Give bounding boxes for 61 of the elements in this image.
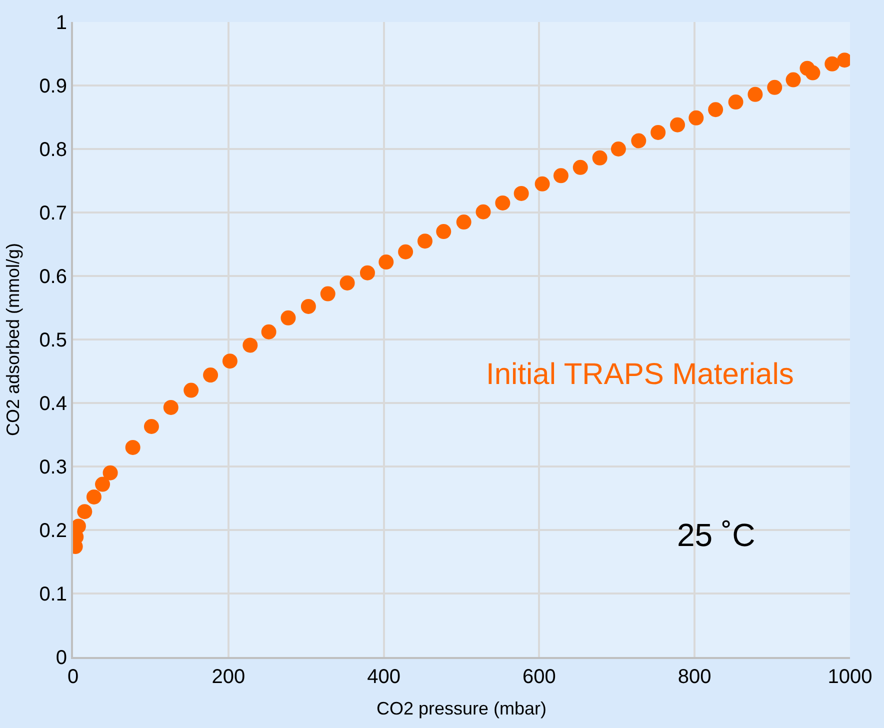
point [95, 476, 110, 492]
x-tick-label: 600 [522, 666, 556, 688]
point [495, 195, 510, 210]
point [360, 265, 375, 280]
y-tick-label: 0.1 [39, 584, 67, 606]
point [514, 186, 529, 201]
point [77, 504, 92, 520]
point [86, 489, 102, 504]
point [728, 94, 744, 110]
point [242, 338, 258, 353]
x-tick-label: 400 [367, 666, 400, 688]
point [261, 324, 276, 340]
point [688, 110, 704, 126]
point [144, 419, 159, 434]
y-tick-label: 0.4 [39, 393, 67, 415]
y-tick-label: 0.6 [39, 266, 67, 288]
point [398, 244, 414, 260]
point [572, 160, 588, 175]
point [670, 117, 686, 132]
point [436, 224, 452, 240]
y-tick-label: 0.7 [39, 202, 67, 224]
point [102, 465, 118, 480]
point [340, 275, 355, 290]
y-tick-label: 0.3 [39, 456, 67, 478]
point [378, 254, 394, 270]
point [280, 310, 296, 326]
y-tick-label: 1 [56, 12, 67, 34]
point [300, 298, 316, 314]
y-axis-title: CO2 adsorbed (mmol/g) [2, 242, 23, 436]
point [456, 214, 472, 230]
x-axis-title: CO2 pressure (mbar) [376, 698, 547, 719]
point [592, 150, 608, 166]
point [417, 234, 432, 249]
point [610, 142, 626, 156]
point [650, 124, 666, 140]
point [767, 80, 782, 95]
x-tick-label: 800 [678, 666, 712, 688]
point [553, 168, 568, 184]
point [476, 204, 491, 220]
y-tick-label: 0.8 [39, 139, 67, 161]
annotation: Initial TRAPS Materials [486, 358, 794, 391]
point [748, 86, 763, 102]
y-tick-label: 0.5 [39, 330, 67, 352]
point [320, 286, 336, 302]
point [805, 65, 820, 80]
point [824, 56, 840, 72]
point [203, 368, 218, 383]
point [631, 133, 646, 148]
y-tick-label: 0 [56, 647, 67, 669]
point [708, 102, 724, 118]
point [786, 72, 801, 88]
x-tick-label: 200 [212, 666, 246, 688]
point [163, 400, 178, 415]
annotation: 25 ˚C [677, 517, 756, 553]
y-tick-label: 0.2 [39, 520, 67, 542]
point [125, 440, 140, 455]
point [534, 176, 550, 192]
x-tick-label: 1000 [828, 666, 872, 688]
y-tick-label: 0.9 [39, 76, 67, 98]
point [222, 354, 238, 369]
point [184, 382, 199, 398]
